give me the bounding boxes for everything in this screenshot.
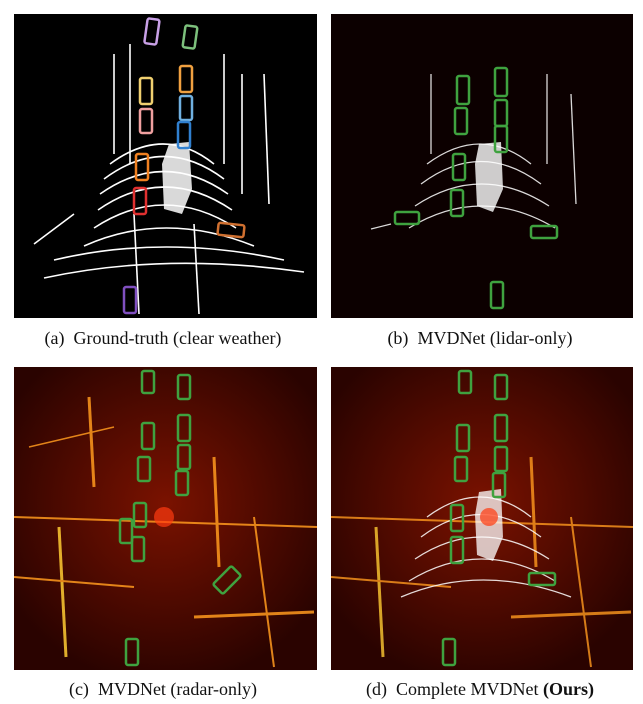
- gt-box: [178, 94, 194, 122]
- pred-box: [449, 535, 465, 565]
- gt-box: [178, 64, 194, 94]
- pred-box: [212, 565, 242, 595]
- panel-lidar-only: [331, 14, 633, 318]
- complete-mvdnet-detection-image: [331, 367, 633, 670]
- gt-box: [138, 107, 154, 135]
- gt-box: [122, 285, 138, 315]
- pred-box: [441, 637, 457, 667]
- pred-box: [493, 445, 509, 473]
- pred-box: [174, 469, 190, 497]
- pred-box: [132, 501, 148, 529]
- caption-b-text: MVDNet (lidar-only): [417, 328, 573, 348]
- pred-box: [451, 152, 467, 182]
- caption-a: (a) Ground-truth (clear weather): [3, 328, 323, 349]
- pred-box: [527, 571, 557, 587]
- caption-d-text: Complete MVDNet: [396, 679, 539, 699]
- prediction-boxes: [441, 369, 557, 667]
- caption-d-label: (d): [366, 679, 387, 699]
- ego-vehicle-blob: [162, 142, 192, 214]
- pred-box: [176, 373, 192, 401]
- caption-c-text: MVDNet (radar-only): [97, 679, 258, 699]
- gt-box: [143, 17, 161, 46]
- pred-box: [453, 455, 469, 483]
- caption-c-label: (c): [68, 679, 89, 699]
- pred-box: [118, 517, 134, 545]
- ego-radar-hotspot: [480, 508, 498, 526]
- caption-a-text: Ground-truth (clear weather): [73, 328, 282, 348]
- pred-box: [493, 413, 509, 443]
- pred-box: [449, 503, 465, 533]
- radar-only-detection-image: [14, 367, 317, 670]
- panel-complete-mvdnet: [331, 367, 633, 670]
- gt-box: [138, 76, 154, 106]
- pred-box: [493, 373, 509, 401]
- pred-box: [457, 369, 473, 395]
- pred-box: [136, 455, 152, 483]
- pred-box: [124, 637, 140, 667]
- caption-b-label: (b): [387, 328, 409, 348]
- pred-box: [529, 224, 559, 240]
- gt-box: [216, 221, 246, 239]
- ground-truth-lidar-image: [14, 14, 317, 318]
- pred-box: [393, 210, 421, 226]
- pred-box: [455, 74, 471, 106]
- prediction-boxes: [118, 369, 242, 667]
- caption-b: (b) MVDNet (lidar-only): [320, 328, 640, 349]
- ground-truth-boxes: [122, 17, 246, 315]
- pred-box: [449, 188, 465, 218]
- pred-box: [489, 280, 505, 310]
- pred-box: [493, 124, 509, 154]
- ego-radar-hotspot: [154, 507, 174, 527]
- caption-d: (d) Complete MVDNet (Ours): [320, 679, 640, 700]
- pred-box: [176, 413, 192, 443]
- pred-box: [455, 423, 471, 453]
- caption-a-label: (a): [44, 328, 65, 348]
- ego-vehicle-blob: [475, 142, 503, 212]
- pred-box: [140, 421, 156, 451]
- caption-c: (c) MVDNet (radar-only): [3, 679, 323, 700]
- gt-box: [181, 24, 199, 50]
- pred-box: [130, 535, 146, 563]
- gt-box: [176, 120, 192, 150]
- prediction-boxes: [393, 66, 559, 310]
- pred-box: [493, 66, 509, 98]
- caption-d-ours: (Ours): [542, 679, 594, 699]
- gt-box: [132, 186, 148, 216]
- pred-box: [453, 106, 469, 136]
- pred-box: [176, 443, 192, 471]
- pred-box: [491, 471, 507, 499]
- pred-box: [140, 369, 156, 395]
- gt-box: [134, 152, 150, 182]
- panel-ground-truth: [14, 14, 317, 318]
- lidar-only-detection-image: [331, 14, 633, 318]
- panel-radar-only: [14, 367, 317, 670]
